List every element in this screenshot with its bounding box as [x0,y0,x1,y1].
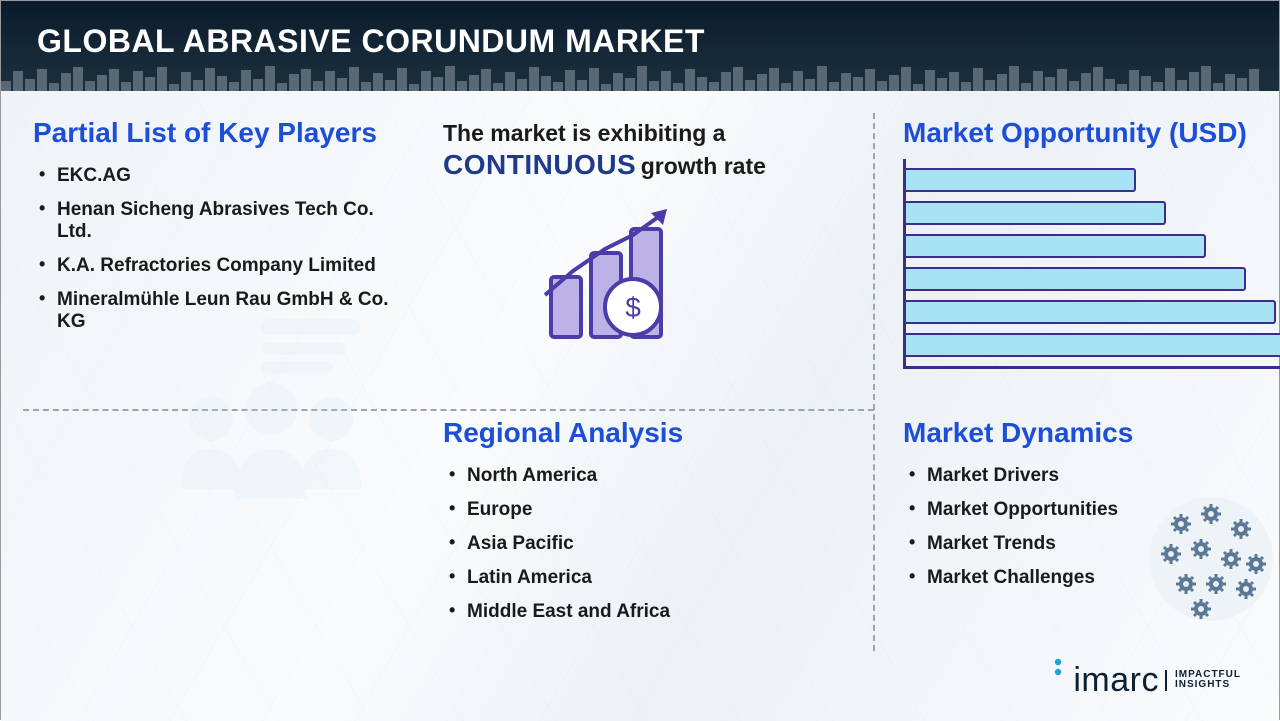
list-item: Asia Pacific [449,527,869,561]
panel-dynamics: Market Dynamics Market DriversMarket Opp… [891,409,1271,689]
chart-bar [906,234,1206,258]
regional-title: Regional Analysis [443,417,869,449]
panel-opportunity: Market Opportunity (USD) [891,109,1271,409]
list-item: North America [449,459,869,493]
chart-bar [906,267,1246,291]
opportunity-title: Market Opportunity (USD) [903,117,1259,149]
content: The market is exhibiting a CONTINUOUS gr… [1,91,1279,721]
skyline-decoration [1,65,1279,91]
dynamics-title: Market Dynamics [903,417,1259,449]
list-item: Middle East and Africa [449,595,869,629]
list-item: Henan Sicheng Abrasives Tech Co. Ltd. [39,193,409,249]
logo-brand: imarc [1073,661,1159,700]
list-item: K.A. Refractories Company Limited [39,249,409,283]
chart-bar [906,300,1276,324]
panel-growth: The market is exhibiting a CONTINUOUS gr… [431,109,881,409]
regional-list: North AmericaEuropeAsia PacificLatin Ame… [443,459,869,629]
panel-key-players: Partial List of Key Players EKC.AGHenan … [21,109,421,689]
chart-bar [906,201,1166,225]
header: GLOBAL ABRASIVE CORUNDUM MARKET [1,1,1279,91]
page-title: GLOBAL ABRASIVE CORUNDUM MARKET [37,23,1243,60]
chart-bar [906,333,1280,357]
growth-tail: growth rate [641,153,766,179]
people-watermark-icon [161,309,381,514]
logo-tag2: INSIGHTS [1175,680,1241,691]
players-title: Partial List of Key Players [33,117,409,149]
brand-logo: imarc IMPACTFUL INSIGHTS [1049,657,1241,703]
list-item: Europe [449,493,869,527]
list-item: Market Drivers [909,459,1259,493]
list-item: EKC.AG [39,159,409,193]
list-item: Latin America [449,561,869,595]
gears-cluster-icon [1141,489,1280,634]
panel-regional: Regional Analysis North AmericaEuropeAsi… [431,409,881,689]
chart-bar [906,168,1136,192]
growth-chart-icon: $ [533,199,869,354]
opportunity-barchart [903,159,1280,369]
growth-emphasis: CONTINUOUS [443,149,636,180]
svg-text:$: $ [625,292,641,323]
logo-tagline: IMPACTFUL INSIGHTS [1165,670,1241,691]
logo-dots-icon [1049,657,1067,693]
growth-line1: The market is exhibiting a [443,117,869,149]
